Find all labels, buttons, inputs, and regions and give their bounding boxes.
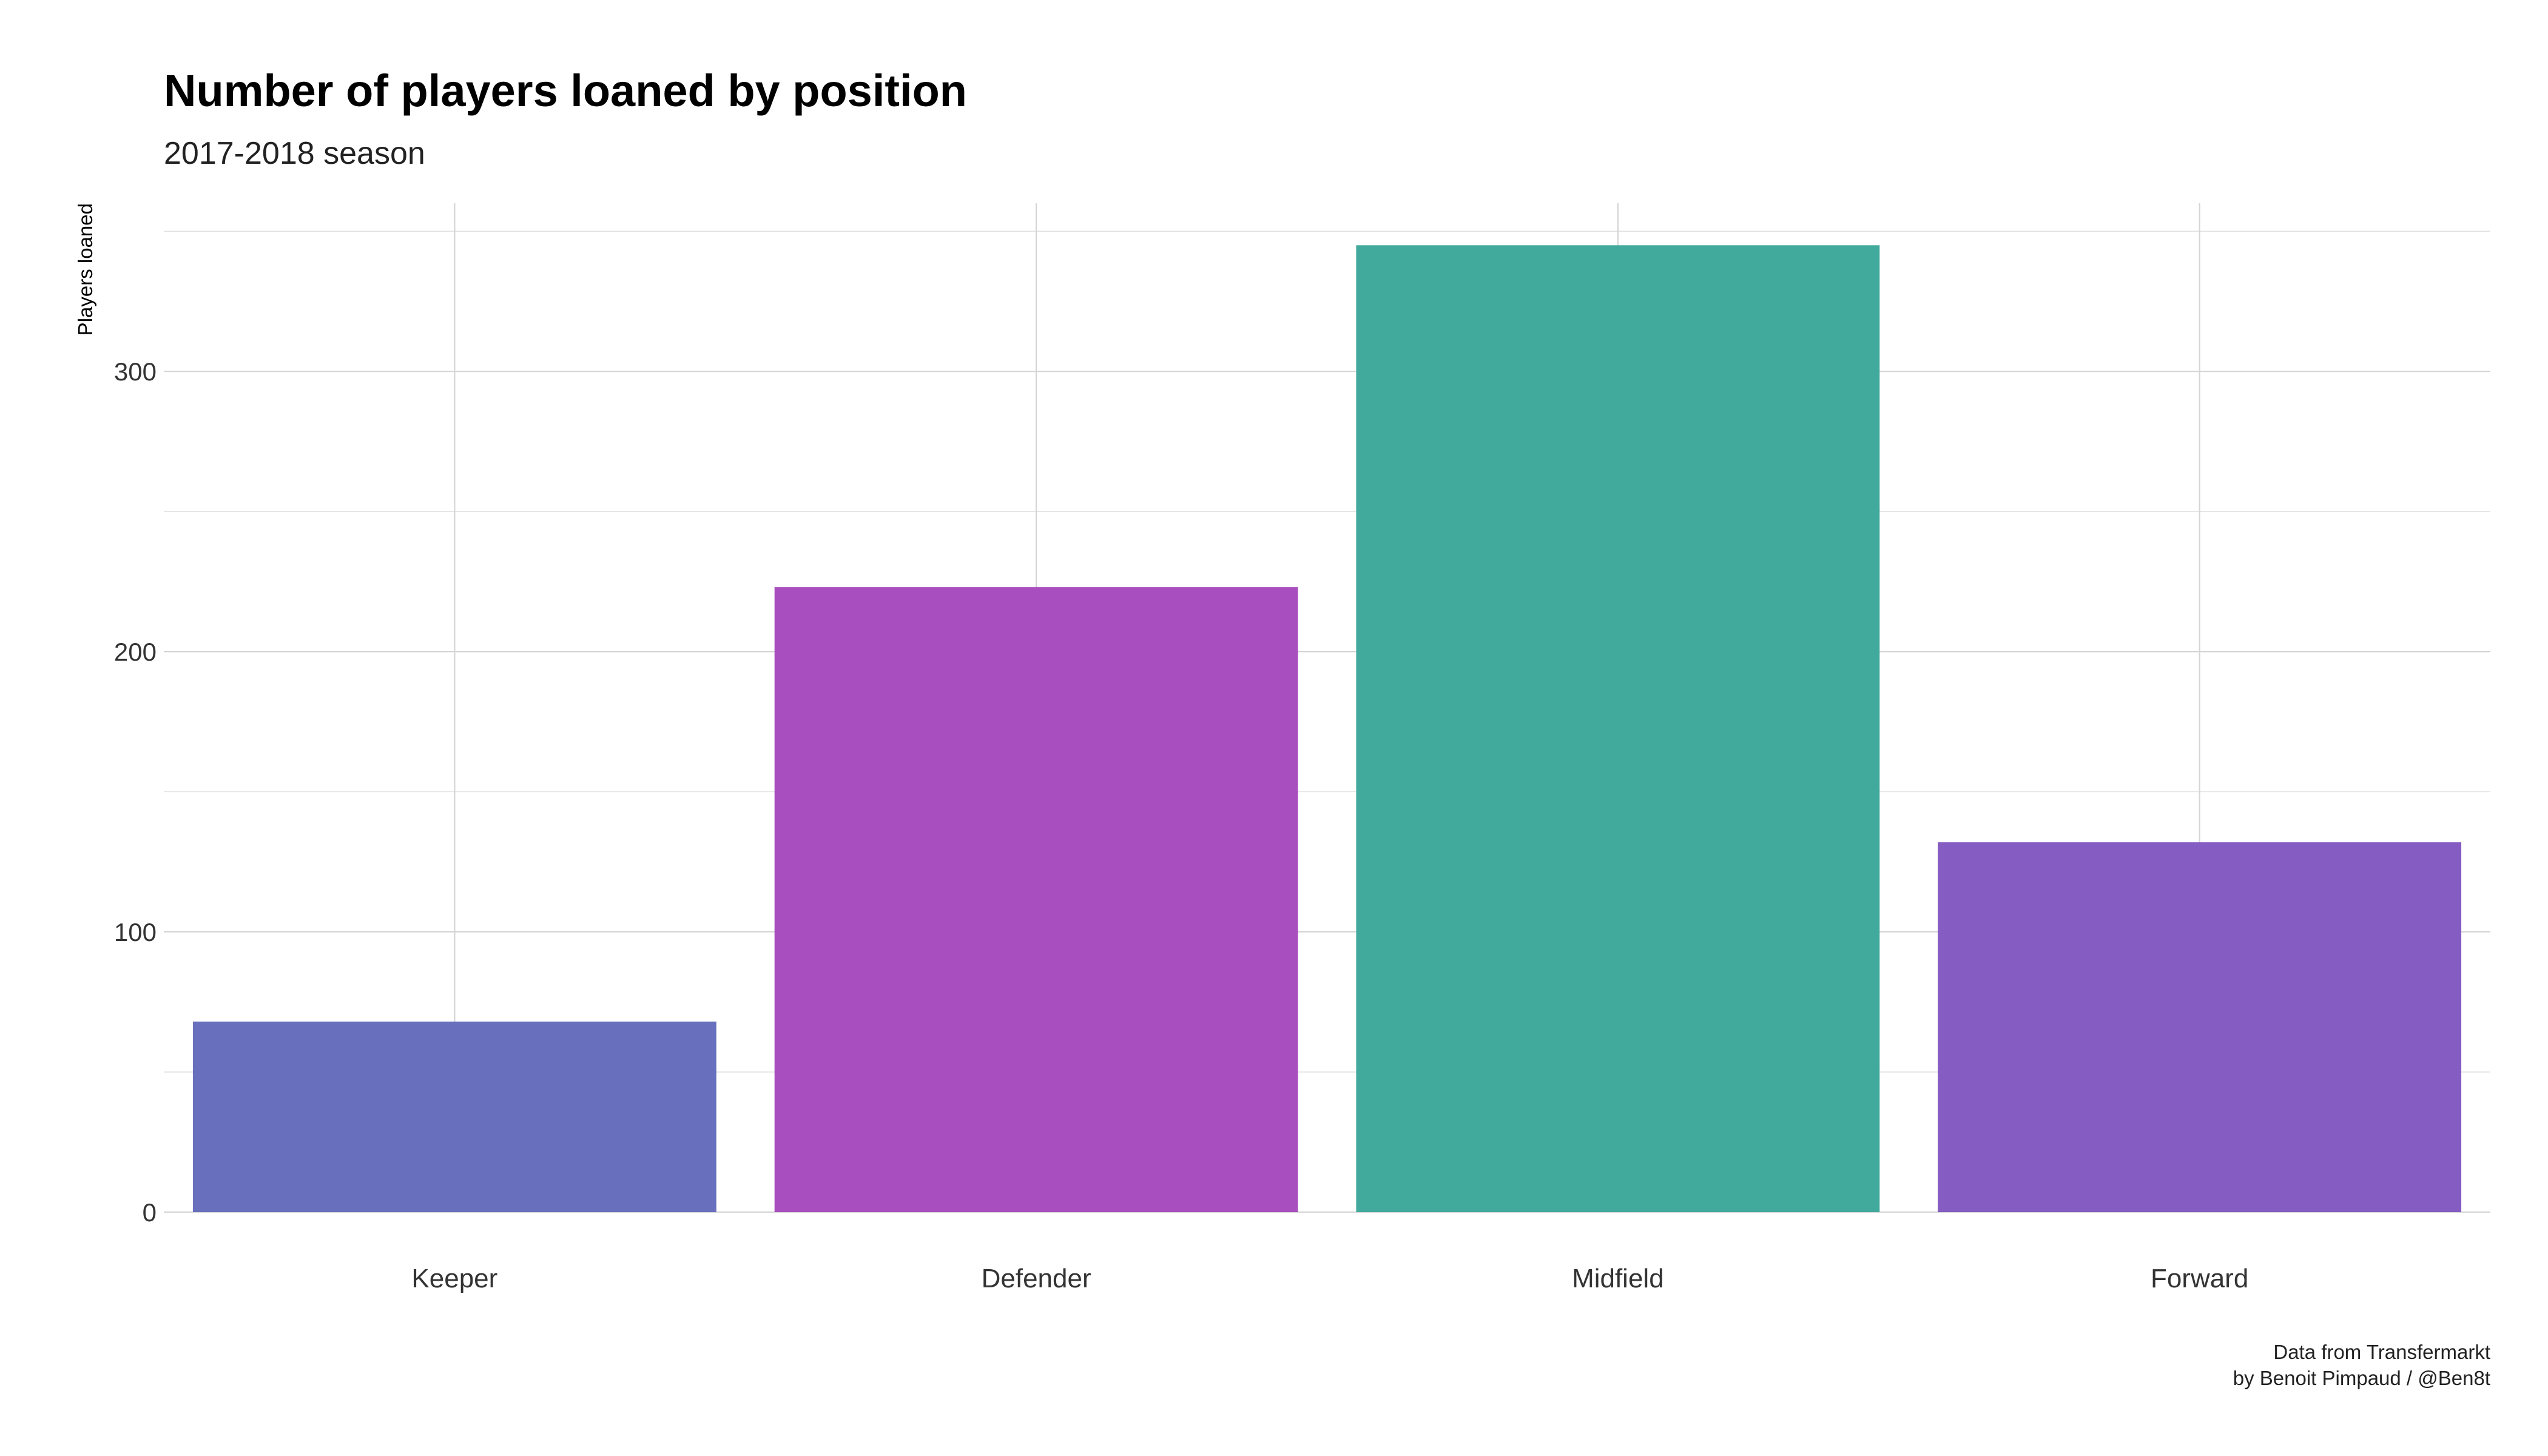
bars [192,245,2462,1213]
x-axis: Keeper Defender Midfield Forward [411,1264,2248,1293]
y-axis-label: Players loaned [74,203,96,335]
y-tick-label: 100 [114,918,157,946]
y-tick-label: 200 [114,638,157,666]
x-tick-label: Keeper [411,1264,497,1293]
bar-forward [1938,842,2462,1212]
x-tick-label: Midfield [1572,1264,1664,1293]
chart-title: Number of players loaned by position [164,66,967,116]
bar-midfield [1356,245,1880,1213]
y-tick-label: 300 [114,357,157,386]
x-tick-label: Forward [2151,1264,2248,1293]
x-tick-label: Defender [982,1264,1091,1293]
chart-subtitle: 2017-2018 season [164,136,425,171]
y-tick-label: 0 [143,1198,157,1227]
bar-defender [774,587,1298,1212]
bar-keeper [192,1021,716,1212]
y-axis: 0 100 200 300 [114,357,157,1227]
caption-line-1: Data from Transfermarkt [2273,1341,2490,1363]
caption-line-2: by Benoit Pimpaud / @Ben8t [2233,1367,2490,1389]
